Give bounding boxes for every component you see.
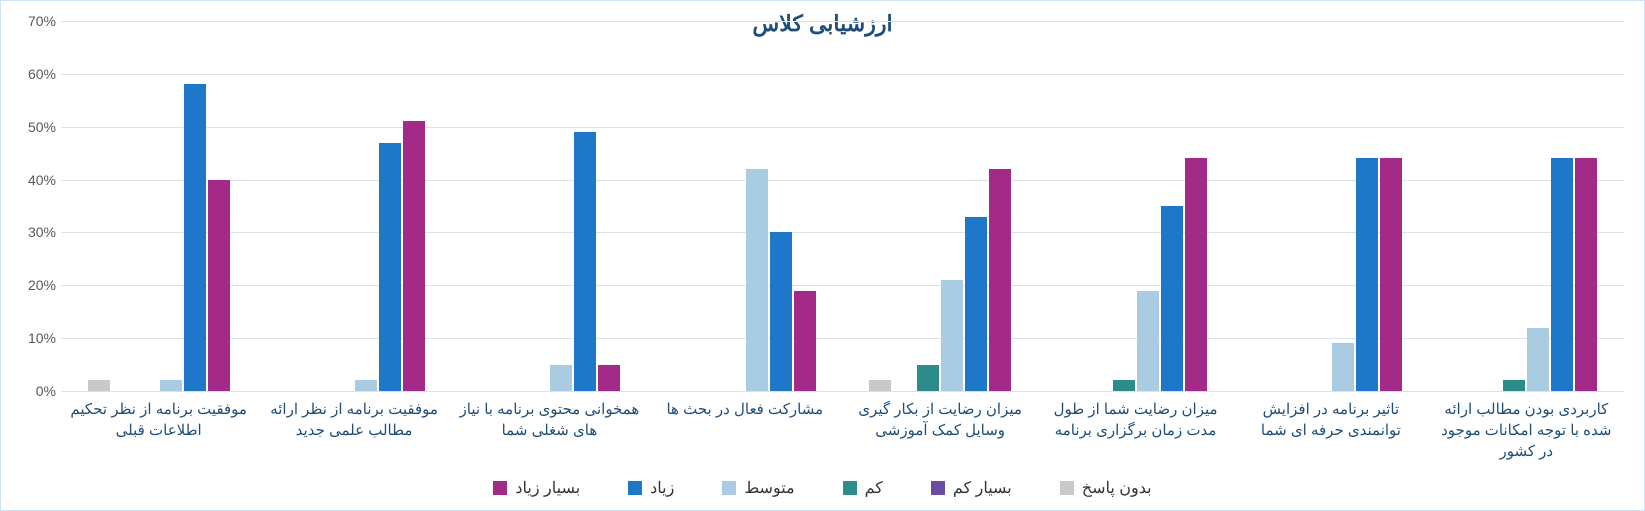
bar-group [647,21,842,391]
legend-swatch [493,481,507,495]
bar [989,169,1011,391]
bar [1503,380,1525,391]
bar [1113,380,1135,391]
bar-group [452,21,647,391]
bar [1356,158,1378,391]
bar [1575,158,1597,391]
bar [794,291,816,391]
bar [1161,206,1183,391]
bar [1332,343,1354,391]
y-tick: 20% [11,277,56,293]
x-label: کاربردی بودن مطالب ارائه شده با توجه امک… [1429,399,1624,462]
x-label: مشارکت فعال در بحث ها [647,399,842,462]
bar-group [256,21,451,391]
bar [917,365,939,391]
x-label: میزان رضایت از بکار گیری وسایل کمک آموزش… [843,399,1038,462]
legend-swatch [931,481,945,495]
legend-item: بسیار زیاد [493,478,580,498]
legend-swatch [628,481,642,495]
bar [1137,291,1159,391]
bar [208,180,230,391]
plot-area: 0%10%20%30%40%50%60%70% [61,21,1624,391]
bar [355,380,377,391]
legend-item: متوسط [722,478,794,498]
legend-swatch [1060,481,1074,495]
legend-label: متوسط [744,478,794,498]
legend-item: بسیار کم [931,478,1012,498]
x-label: همخوانی محتوی برنامه با نیاز های شغلی شم… [452,399,647,462]
x-label: موفقیت برنامه از نظر تحکیم اطلاعات قبلی [61,399,256,462]
x-label: موفقیت برنامه از نظر ارائه مطالب علمی جد… [256,399,451,462]
bar-groups [61,21,1624,391]
y-tick: 0% [11,383,56,399]
bar [379,143,401,391]
bar [941,280,963,391]
y-tick: 70% [11,13,56,29]
legend-label: کم [865,478,883,498]
legend-item: زیاد [628,478,674,498]
bar [1551,158,1573,391]
bar [869,380,891,391]
chart-container: ارزشيابی کلاس 0%10%20%30%40%50%60%70% مو… [0,0,1645,511]
bar [1185,158,1207,391]
bar-group [1038,21,1233,391]
bar-group [1233,21,1428,391]
x-label: تاثیر برنامه در افزایش توانمندی حرفه ای … [1233,399,1428,462]
bar [746,169,768,391]
legend-label: بدون پاسخ [1082,478,1152,498]
legend-swatch [843,481,857,495]
legend-swatch [722,481,736,495]
legend-item: بدون پاسخ [1060,478,1152,498]
legend-label: بسیار زیاد [515,478,580,498]
bar [184,84,206,391]
y-tick: 40% [11,172,56,188]
bar [88,380,110,391]
x-label: میزان رضایت شما از طول مدت زمان برگزاری … [1038,399,1233,462]
bar [403,121,425,391]
bar-group [61,21,256,391]
bar-group [1429,21,1624,391]
gridline [61,391,1624,392]
legend-label: بسیار کم [953,478,1012,498]
bar [1527,328,1549,391]
bar [770,232,792,391]
bar-group [843,21,1038,391]
y-tick: 10% [11,330,56,346]
bar [598,365,620,391]
legend: بسیار زیاد زیاد متوسط کم بسیار کم بدون پاسخ [1,478,1644,498]
y-tick: 60% [11,66,56,82]
legend-label: زیاد [650,478,674,498]
y-tick: 50% [11,119,56,135]
bar [574,132,596,391]
legend-item: کم [843,478,883,498]
y-tick: 30% [11,224,56,240]
x-axis-labels: موفقیت برنامه از نظر تحکیم اطلاعات قبلیم… [61,399,1624,462]
bar [1380,158,1402,391]
bar [550,365,572,391]
bar [160,380,182,391]
bar [965,217,987,391]
